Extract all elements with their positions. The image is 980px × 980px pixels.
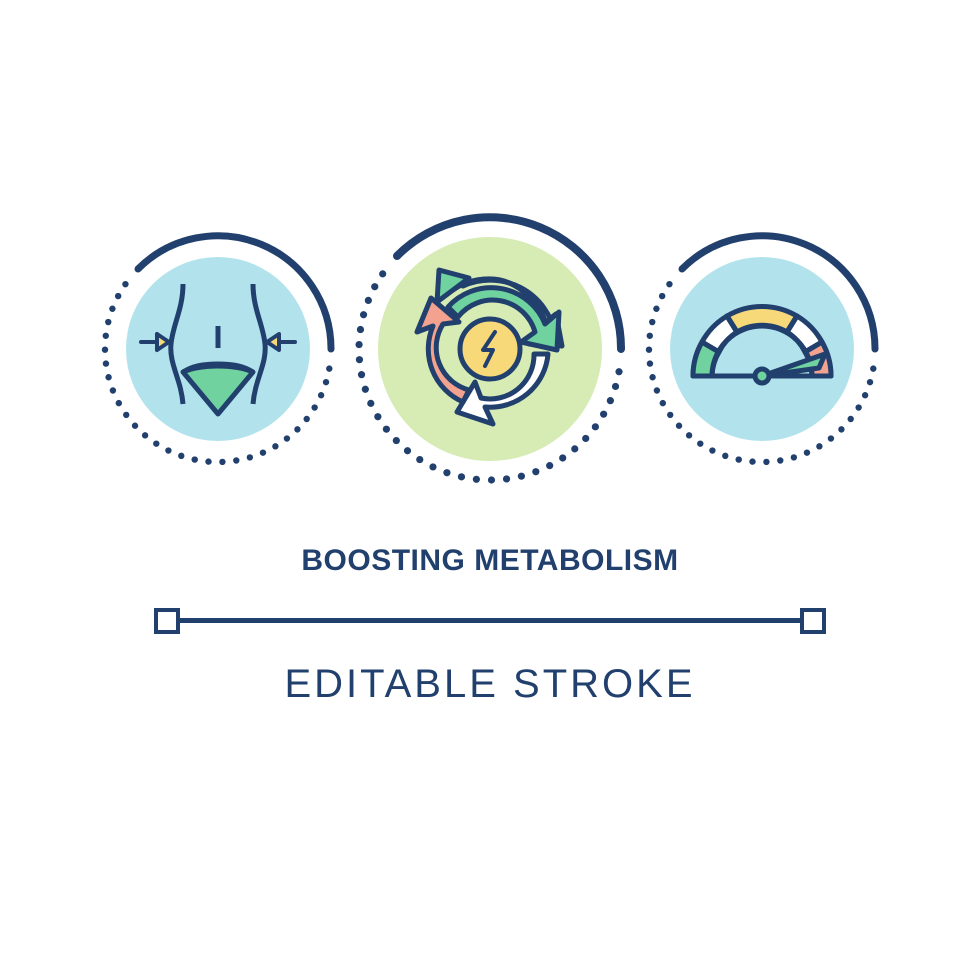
divider bbox=[154, 608, 826, 634]
divider-line bbox=[180, 618, 800, 623]
badge-gauge bbox=[627, 214, 897, 484]
subtitle-text: EDITABLE STROKE bbox=[284, 662, 695, 707]
waist-icon bbox=[83, 214, 353, 484]
badge-cycle bbox=[335, 194, 645, 504]
divider-handle-left bbox=[154, 608, 180, 634]
divider-handle-right bbox=[800, 608, 826, 634]
gauge-icon bbox=[627, 214, 897, 484]
icon-row bbox=[83, 194, 897, 504]
title-text: BOOSTING METABOLISM bbox=[301, 544, 678, 578]
cycle-energy-icon bbox=[335, 194, 645, 504]
badge-waist bbox=[83, 214, 353, 484]
